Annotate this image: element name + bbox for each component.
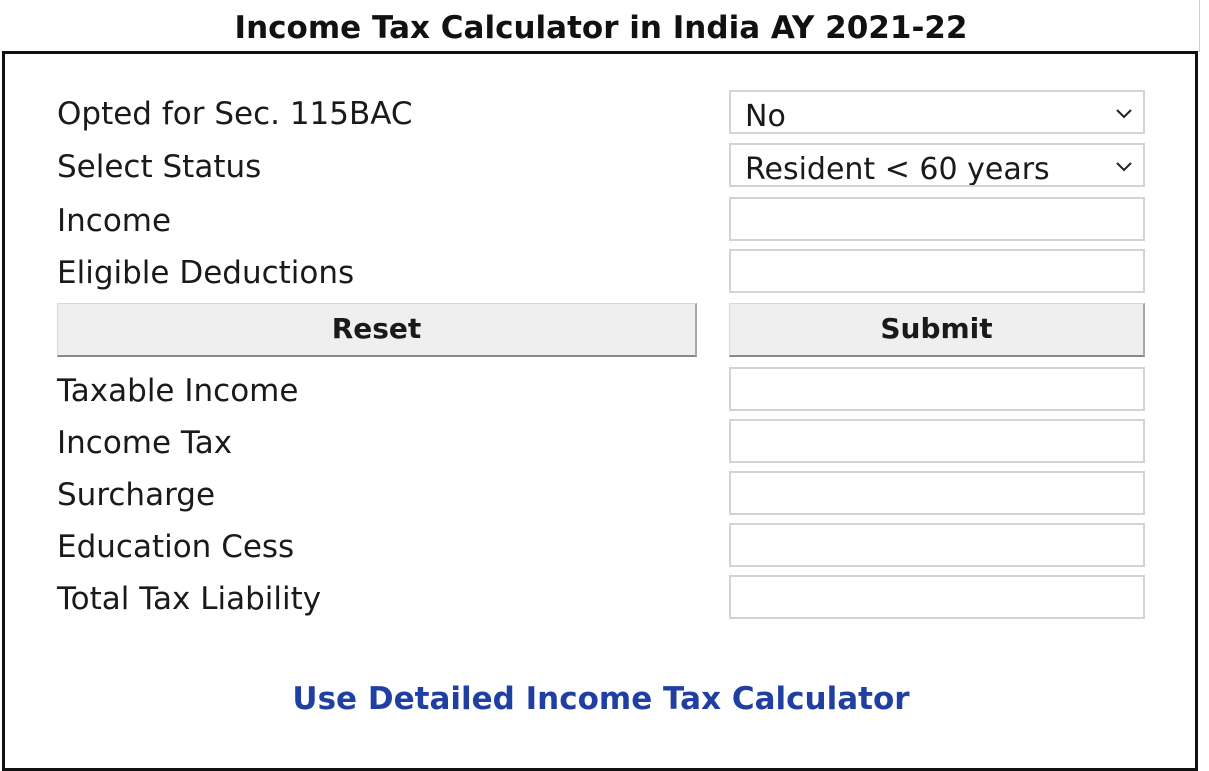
reset-button[interactable]: Reset	[57, 303, 697, 357]
total-tax-liability-label: Total Tax Liability	[57, 581, 322, 617]
status-select[interactable]: Resident < 60 years	[729, 143, 1145, 187]
window-edge	[1199, 0, 1200, 52]
taxable-income-field[interactable]	[729, 367, 1145, 411]
opted-115bac-select[interactable]: No	[729, 90, 1145, 134]
income-label: Income	[57, 203, 172, 239]
status-label: Select Status	[57, 149, 262, 185]
opted-115bac-value: No	[745, 99, 786, 134]
detailed-calculator-link[interactable]: Use Detailed Income Tax Calculator	[292, 681, 910, 717]
surcharge-label: Surcharge	[57, 477, 216, 513]
taxable-income-label: Taxable Income	[57, 373, 299, 409]
education-cess-label: Education Cess	[57, 529, 295, 565]
chevron-down-icon	[1116, 109, 1132, 119]
income-input[interactable]	[729, 197, 1145, 241]
income-tax-label: Income Tax	[57, 425, 233, 461]
chevron-down-icon	[1116, 162, 1132, 172]
status-value: Resident < 60 years	[745, 152, 1050, 187]
page-title: Income Tax Calculator in India AY 2021-2…	[234, 10, 968, 46]
opted-115bac-label: Opted for Sec. 115BAC	[57, 96, 413, 132]
surcharge-field[interactable]	[729, 471, 1145, 515]
deductions-label: Eligible Deductions	[57, 255, 355, 291]
total-tax-liability-field[interactable]	[729, 575, 1145, 619]
deductions-input[interactable]	[729, 249, 1145, 293]
income-tax-field[interactable]	[729, 419, 1145, 463]
submit-button[interactable]: Submit	[729, 303, 1145, 357]
education-cess-field[interactable]	[729, 523, 1145, 567]
